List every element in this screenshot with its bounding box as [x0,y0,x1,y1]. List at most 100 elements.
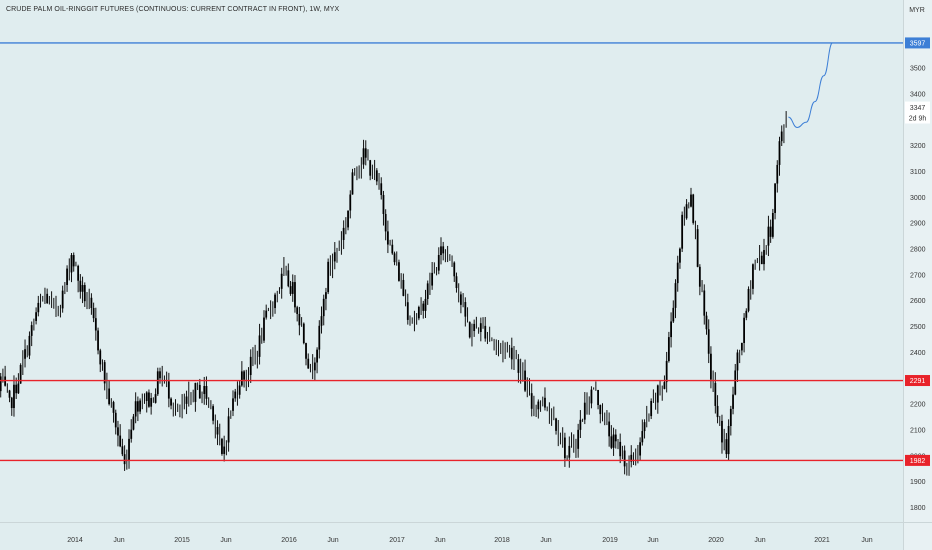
weekly-bar-body [703,290,706,316]
weekly-bar-body [771,212,774,237]
weekly-bar-body [670,321,672,338]
weekly-bar-body [679,248,681,263]
weekly-bar-body [619,441,622,457]
weekly-bar-body [612,434,615,448]
weekly-bar-body [198,384,201,399]
weekly-bar-body [347,210,349,228]
weekly-bar-body [667,337,670,361]
y-tick-label: 2600 [910,298,926,305]
projection-curve[interactable] [788,42,834,128]
weekly-bar-body [205,386,208,399]
y-tick-label: 2700 [910,272,926,279]
y-tick-label: 1800 [910,505,926,512]
weekly-bar-body [291,282,294,294]
y-tick-label: 3000 [910,195,926,202]
weekly-bar-body [130,429,133,439]
weekly-bar-body [72,255,75,267]
y-tick-label: 2500 [910,324,926,331]
weekly-bar-body [382,195,385,214]
weekly-bar-body [583,402,586,420]
level-badge-2291 [905,375,930,387]
weekly-bar-body [19,364,22,384]
weekly-bar-body [610,436,613,448]
weekly-bar-body [732,394,734,409]
weekly-bar-body [238,385,241,395]
x-tick-label: Jun [540,537,551,544]
weekly-bar-body [77,265,80,281]
weekly-bar-body [159,371,161,379]
y-tick-label: 1900 [910,479,926,486]
weekly-bar-body [774,183,776,213]
weekly-bar-body [402,279,405,296]
weekly-bar-body [455,276,458,289]
weekly-bar-body [296,307,299,314]
weekly-bar-body [716,405,719,418]
weekly-bar-body [97,330,99,351]
weekly-bar-body [212,406,214,421]
weekly-bar-body [599,405,602,415]
weekly-bar-body [468,322,471,338]
weekly-bar-body [563,437,566,459]
weekly-bar-body [316,349,318,363]
weekly-bar-body [537,401,540,410]
weekly-bar-body [393,253,396,263]
weekly-bar-body [707,329,710,354]
weekly-bar-body [769,226,772,237]
weekly-bar-body [10,397,13,409]
x-tick-label: 2017 [389,537,405,544]
weekly-bar-body [740,342,743,351]
level-badge-3597 [905,37,930,49]
weekly-bar-body [714,382,717,406]
weekly-bar-body [121,446,124,455]
weekly-bar-body [530,393,533,409]
weekly-bar-body [710,353,712,380]
y-tick-label: 2200 [910,402,926,409]
weekly-bar-body [641,431,644,443]
weekly-bar-body [398,262,400,281]
weekly-bar-body [203,386,206,394]
weekly-bar-body [294,282,296,308]
x-tick-label: 2021 [814,537,830,544]
weekly-bar-body [745,310,748,318]
weekly-bar-body [325,292,327,299]
weekly-bar-body [136,401,139,412]
weekly-bar-body [362,148,365,165]
weekly-bar-body [422,303,425,311]
weekly-bar-body [752,264,754,289]
last-price-badge [905,101,930,124]
weekly-bar-body [170,398,172,406]
weekly-bar-body [289,286,292,294]
weekly-bar-body [318,325,321,350]
weekly-bar-body [417,306,420,319]
weekly-bar-body [579,419,582,430]
weekly-bar-body [322,298,325,317]
weekly-bar-body [364,148,367,158]
weekly-bar-body [568,445,571,458]
weekly-bar-body [333,252,336,262]
weekly-bar-body [216,426,219,435]
weekly-bar-body [249,356,252,376]
weekly-bar-body [81,285,84,292]
weekly-bar-body [544,397,546,408]
y-tick-label: 2800 [910,246,926,253]
weekly-bar-body [639,442,642,456]
weekly-bar-body [280,273,283,289]
weekly-bar-body [577,429,580,449]
weekly-bar-body [442,246,445,254]
weekly-bar-body [437,254,440,271]
weekly-bar-body [780,131,783,142]
y-tick-label: 3100 [910,169,926,176]
weekly-bar-body [28,335,31,356]
weekly-bar-body [232,398,234,411]
weekly-bar-body [185,396,188,404]
weekly-bar-body [386,231,389,245]
weekly-bar-body [674,283,677,308]
weekly-bar-body [727,426,730,455]
weekly-bar-body [66,268,68,285]
weekly-bar-body [227,416,230,443]
weekly-bar-body [287,270,290,287]
y-tick-label: 2900 [910,221,926,228]
weekly-bar-body [473,323,476,332]
